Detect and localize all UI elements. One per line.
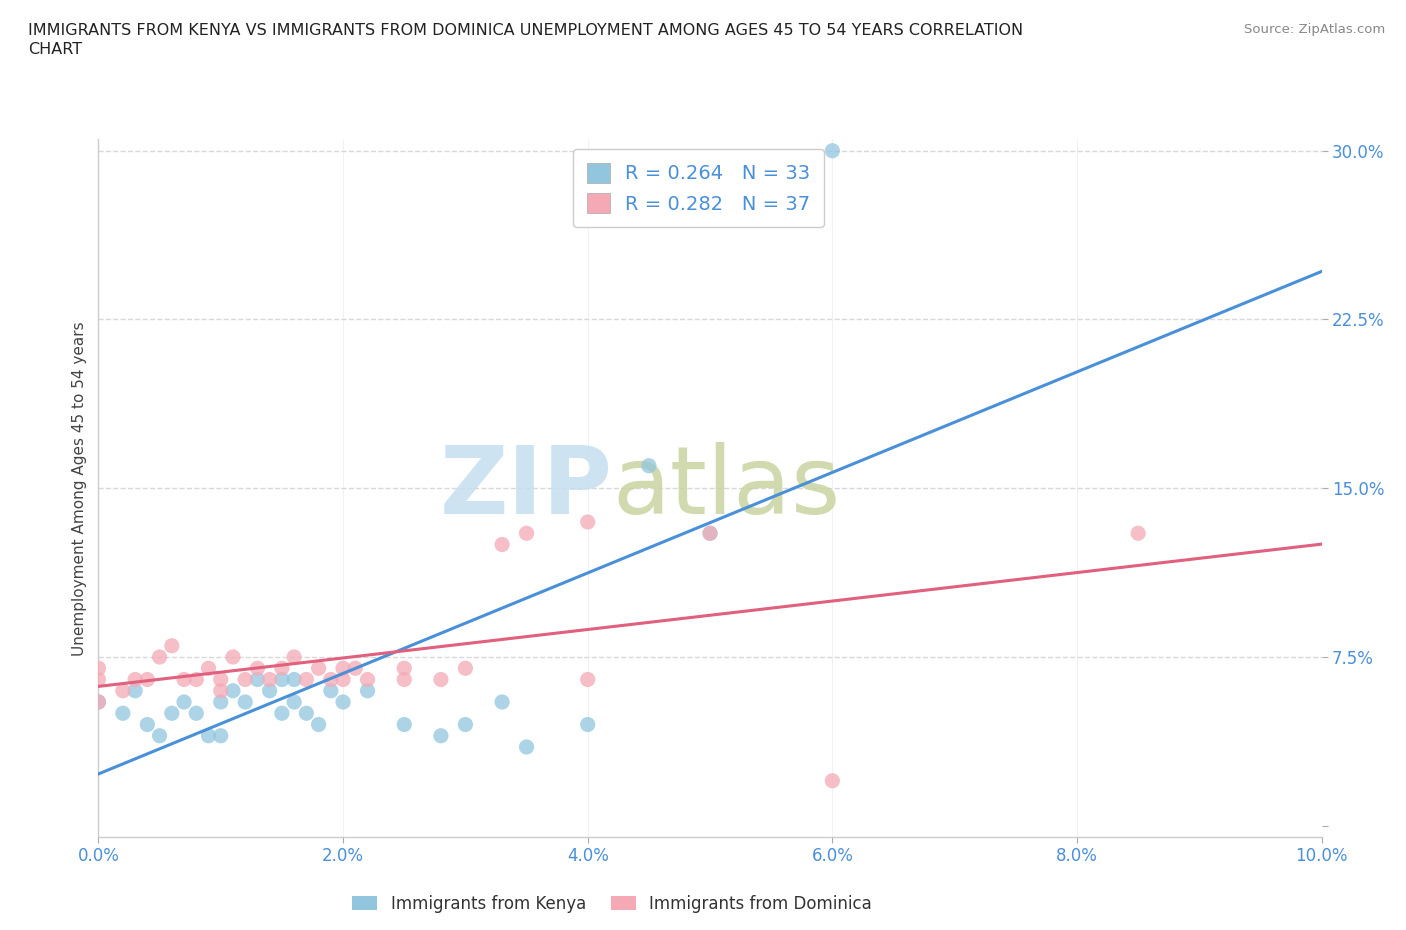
Point (160, 706, 183, 721)
Point (136, 717, 159, 732)
Point (197, 728, 219, 743)
Point (392, 672, 416, 687)
Point (259, 684, 281, 698)
Point (111, 684, 134, 698)
Text: CHART: CHART (28, 42, 82, 57)
Point (270, 661, 292, 676)
Point (222, 649, 245, 664)
Point (186, 706, 208, 721)
Text: Source: ZipAtlas.com: Source: ZipAtlas.com (1244, 23, 1385, 36)
Point (233, 695, 256, 710)
Point (270, 672, 292, 687)
Point (209, 695, 232, 710)
Point (332, 661, 354, 676)
Point (136, 672, 159, 687)
Point (209, 728, 232, 743)
Point (516, 525, 538, 540)
Point (295, 706, 318, 721)
Point (149, 728, 172, 743)
Point (283, 649, 305, 664)
Point (246, 672, 269, 687)
Point (124, 672, 146, 687)
Point (87, 661, 110, 676)
Point (699, 525, 721, 540)
Point (283, 695, 305, 710)
Point (173, 672, 195, 687)
Point (283, 672, 305, 687)
Point (160, 638, 183, 653)
Legend: Immigrants from Kenya, Immigrants from Dominica: Immigrants from Kenya, Immigrants from D… (346, 888, 879, 920)
Point (319, 672, 342, 687)
Point (87, 695, 110, 710)
Point (186, 672, 208, 687)
Point (233, 672, 256, 687)
Point (209, 672, 232, 687)
Text: ZIP: ZIP (439, 443, 612, 534)
Point (454, 661, 477, 676)
Point (392, 661, 416, 676)
Point (124, 684, 146, 698)
Point (821, 143, 844, 158)
Point (576, 717, 599, 732)
Point (308, 717, 330, 732)
Point (430, 728, 453, 743)
Text: atlas: atlas (612, 443, 841, 534)
Point (821, 774, 844, 789)
Point (197, 661, 219, 676)
Point (356, 672, 378, 687)
Point (576, 514, 599, 529)
Point (111, 706, 134, 721)
Point (209, 684, 232, 698)
Point (1128, 525, 1150, 540)
Y-axis label: Unemployment Among Ages 45 to 54 years: Unemployment Among Ages 45 to 54 years (72, 321, 87, 656)
Point (295, 672, 318, 687)
Point (270, 706, 292, 721)
Text: IMMIGRANTS FROM KENYA VS IMMIGRANTS FROM DOMINICA UNEMPLOYMENT AMONG AGES 45 TO : IMMIGRANTS FROM KENYA VS IMMIGRANTS FROM… (28, 23, 1024, 38)
Point (516, 739, 538, 754)
Point (222, 684, 245, 698)
Point (491, 537, 513, 551)
Point (319, 684, 342, 698)
Point (308, 661, 330, 676)
Point (637, 458, 661, 473)
Point (356, 684, 378, 698)
Point (491, 695, 513, 710)
Point (87, 672, 110, 687)
Point (699, 525, 721, 540)
Point (87, 695, 110, 710)
Point (173, 695, 195, 710)
Point (246, 661, 269, 676)
Point (454, 717, 477, 732)
Point (430, 672, 453, 687)
Point (259, 672, 281, 687)
Point (332, 672, 354, 687)
Point (576, 672, 599, 687)
Point (332, 695, 354, 710)
Point (392, 717, 416, 732)
Point (149, 649, 172, 664)
Point (344, 661, 367, 676)
